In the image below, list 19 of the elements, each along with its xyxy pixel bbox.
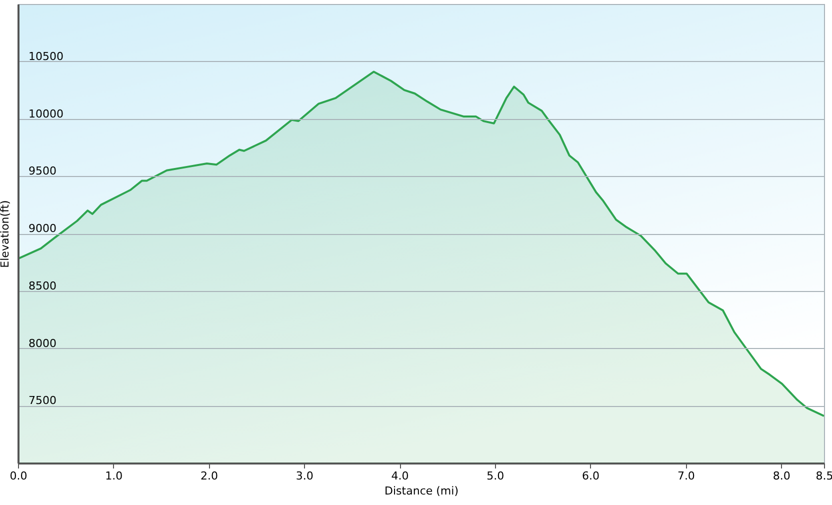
y-tick-label: 7500 bbox=[28, 394, 56, 408]
y-tick-label: 8500 bbox=[28, 279, 56, 292]
x-tick-label: 8.0 bbox=[772, 470, 790, 482]
x-tick-label: 8.5 bbox=[816, 470, 832, 482]
x-axis-title: Distance (mi) bbox=[384, 484, 458, 498]
y-tick-label: 8000 bbox=[28, 336, 56, 350]
x-tick-label: 0.0 bbox=[10, 470, 28, 482]
x-tick-label: 6.0 bbox=[582, 470, 600, 482]
x-tick-label: 5.0 bbox=[486, 470, 504, 482]
x-tick-label: 4.0 bbox=[391, 470, 409, 482]
y-axis-title: Elevation(ft) bbox=[0, 200, 12, 268]
x-tick-label: 2.0 bbox=[200, 470, 218, 482]
y-tick-label: 10000 bbox=[28, 107, 64, 120]
y-tick-label: 10500 bbox=[28, 50, 64, 63]
x-tick-label: 1.0 bbox=[105, 470, 123, 482]
y-tick-label: 9000 bbox=[28, 222, 56, 235]
x-tick-label: 7.0 bbox=[677, 470, 695, 482]
y-tick-label: 9500 bbox=[28, 164, 56, 178]
x-tick-label: 3.0 bbox=[296, 470, 314, 482]
